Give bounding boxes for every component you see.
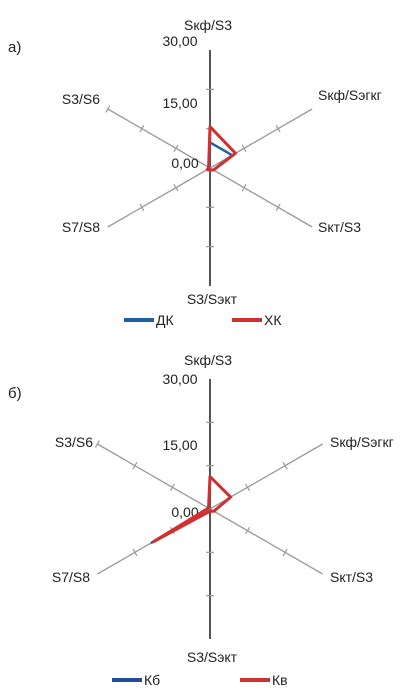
axis-label: S3/S6: [55, 434, 93, 450]
tick-label: 30,00: [162, 33, 197, 49]
axis-spoke: [97, 443, 211, 510]
axis-label: S7/S8: [62, 219, 100, 235]
axis-label: S3/Sэкт: [187, 649, 238, 665]
axis-tick: [105, 105, 111, 113]
tick-label: 15,00: [162, 437, 197, 453]
axis-tick: [139, 203, 145, 212]
axis-label: S3/S6: [62, 91, 100, 107]
axis-tick: [94, 440, 100, 448]
axis-label: Sкф/S3: [184, 17, 232, 33]
axis-tick: [139, 124, 145, 133]
axis-tick: [245, 483, 251, 492]
panel-letter: а): [8, 39, 21, 56]
axis-label: Sкт/S3: [318, 219, 361, 235]
legend-entry: Кв: [272, 672, 288, 688]
axis-label: S7/S8: [52, 569, 90, 585]
tick-label: 0,00: [171, 504, 198, 520]
axis-tick: [241, 144, 247, 153]
legend-entry: ДК: [156, 312, 174, 328]
axis-label: Sкф/Sэгкг: [330, 434, 394, 450]
series-2-polygon: [205, 125, 237, 172]
axis-tick: [173, 183, 179, 192]
axis-spoke: [209, 167, 313, 228]
tick-label: 15,00: [162, 95, 197, 111]
axis-tick: [132, 461, 138, 470]
axis-tick: [282, 461, 288, 470]
axis-spoke: [209, 508, 323, 575]
axis-tick: [245, 526, 251, 535]
axis-spoke: [107, 108, 211, 169]
axis-label: Sкф/S3: [184, 352, 232, 368]
tick-label: 0,00: [171, 155, 198, 171]
radar-chart-a: а) 30,00 15,00 0,00 Sкф/S3 Sкф/Sэгкг Sкт/S3 S3/…: [8, 17, 382, 328]
radar-chart-b: б) 30,00 15,00 0,00 Sкф/S3 Sкф/Sэгкг Sкт/S3 S3/…: [8, 352, 394, 688]
axis-tick: [275, 124, 281, 133]
axis-spoke: [107, 167, 211, 228]
axis-tick: [169, 483, 175, 492]
axis-label: Sкт/S3: [330, 569, 373, 585]
axis-tick: [132, 548, 138, 557]
axis-tick: [275, 203, 281, 212]
tick-label: 30,00: [162, 371, 197, 387]
axis-tick: [241, 183, 247, 192]
axis-label: Sкф/Sэгкг: [318, 87, 382, 103]
axis-label: S3/Sэкт: [187, 291, 238, 307]
legend-entry: Кб: [144, 672, 160, 688]
panel-letter: б): [8, 385, 22, 402]
legend-entry: ХК: [264, 312, 282, 328]
axis-tick: [173, 144, 179, 153]
series-2-polygon: [152, 475, 233, 543]
axis-tick: [282, 548, 288, 557]
